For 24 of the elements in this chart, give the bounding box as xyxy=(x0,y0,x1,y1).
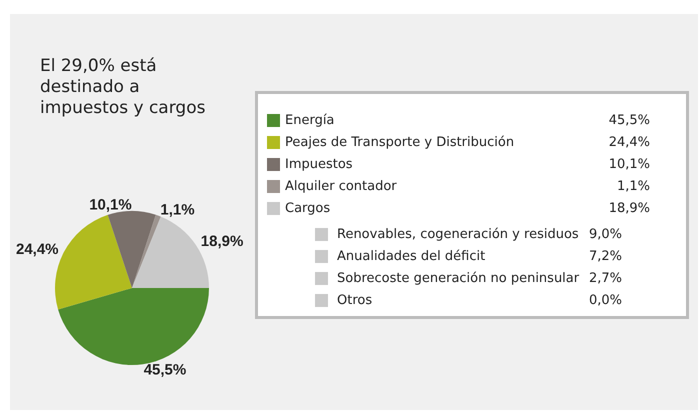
legend-label: Peajes de Transporte y Distribución xyxy=(285,135,514,150)
text: 1,1% xyxy=(616,179,650,194)
text: 0,0% xyxy=(588,293,622,309)
text: 45,5% xyxy=(608,113,650,128)
legend-label: Impuestos xyxy=(285,157,353,172)
data-label: 45,5% xyxy=(144,362,186,379)
data-label: 24,4% xyxy=(16,240,59,258)
text: 24,4% xyxy=(608,135,650,150)
data-label: 10,1% xyxy=(89,196,132,214)
data-label: 18,9% xyxy=(200,233,244,250)
chart-title: El 29,0% está destinado a impuestos y cargos xyxy=(40,56,206,119)
legend-label: Energía xyxy=(285,113,334,128)
text: 10,1% xyxy=(608,157,650,172)
text: Anualidades del déficit xyxy=(337,249,486,265)
text: 9,0% xyxy=(588,227,622,242)
data-label: 1,1% xyxy=(160,201,195,218)
text: Otros xyxy=(337,293,372,309)
legend-label: Alquiler contador xyxy=(285,179,398,194)
legend-label: Cargos xyxy=(285,201,330,216)
text: 2,7% xyxy=(588,271,622,286)
text: 18,9% xyxy=(608,201,650,216)
text: 7,2% xyxy=(588,249,622,265)
text: Sobrecoste generación no peninsular xyxy=(337,271,580,287)
text: Renovables, cogeneración y residuos xyxy=(337,227,579,243)
